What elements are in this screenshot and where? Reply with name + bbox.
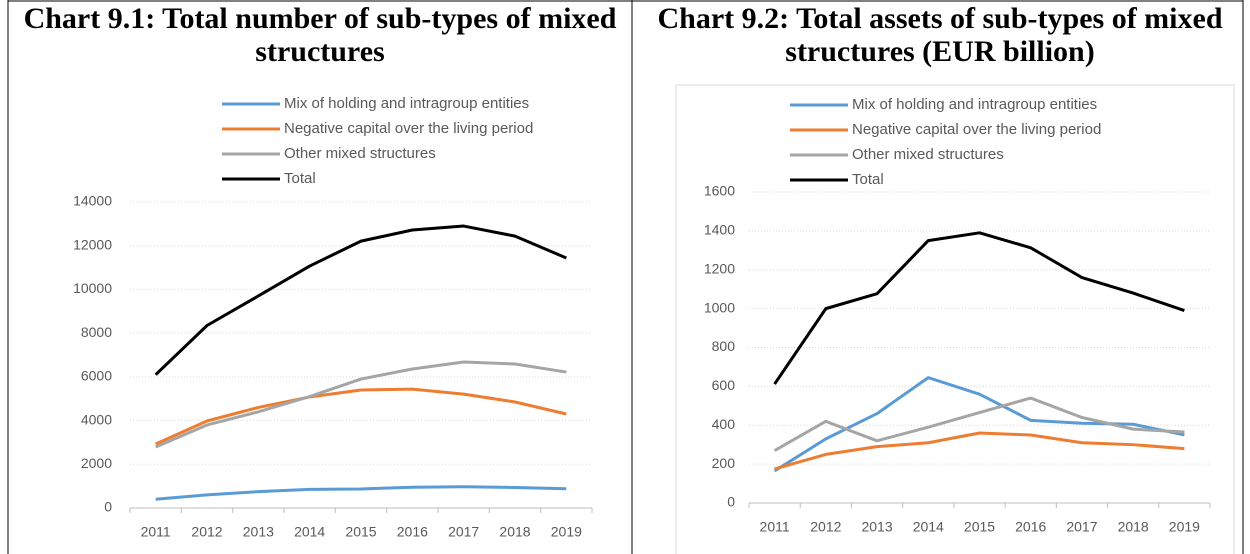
series-line <box>154 224 567 376</box>
x-tick-label: 2011 <box>141 524 171 540</box>
y-tick-label: 2000 <box>81 455 112 471</box>
series-line <box>155 387 567 446</box>
x-tick-label: 2016 <box>397 524 428 540</box>
y-tick-label: 1200 <box>704 260 735 276</box>
y-tick-label: 10000 <box>73 280 112 296</box>
x-tick-label: 2019 <box>551 524 582 540</box>
x-tick-label: 2017 <box>448 524 479 540</box>
series-line <box>774 431 1185 471</box>
x-tick-label: 2013 <box>243 524 274 540</box>
y-tick-label: 0 <box>104 499 112 515</box>
x-tick-label: 2012 <box>191 524 222 540</box>
y-tick-label: 400 <box>712 416 736 432</box>
y-tick-label: 8000 <box>81 324 112 340</box>
legend-label: Mix of holding and intragroup entities <box>284 95 529 112</box>
x-tick-label: 2015 <box>345 524 376 540</box>
series-line <box>773 396 1185 452</box>
legend-label: Negative capital over the living period <box>284 120 533 137</box>
chart-title: Chart 9.2: Total assets of sub-types of … <box>657 2 1223 68</box>
chart-title: Chart 9.1: Total number of sub-types of … <box>23 2 617 68</box>
x-tick-label: 2014 <box>294 524 325 540</box>
y-tick-label: 1400 <box>704 222 735 238</box>
y-tick-label: 14000 <box>73 193 112 209</box>
legend-label: Negative capital over the living period <box>852 121 1101 138</box>
series-line <box>773 231 1185 385</box>
x-tick-label: 2017 <box>1066 519 1097 535</box>
chart-border <box>675 84 1235 554</box>
x-tick-label: 2015 <box>964 519 995 535</box>
series-line <box>155 360 567 449</box>
x-tick-label: 2019 <box>1169 519 1200 535</box>
y-tick-label: 800 <box>712 338 736 354</box>
y-tick-label: 4000 <box>81 411 112 427</box>
legend-label: Other mixed structures <box>284 145 436 162</box>
x-tick-label: 2013 <box>861 519 892 535</box>
x-tick-label: 2018 <box>1118 519 1149 535</box>
y-tick-label: 6000 <box>81 368 112 384</box>
series-line <box>155 485 567 501</box>
y-tick-label: 600 <box>712 377 736 393</box>
legend-label: Other mixed structures <box>852 146 1004 163</box>
x-tick-label: 2016 <box>1015 519 1046 535</box>
y-tick-label: 1000 <box>704 299 735 315</box>
x-tick-label: 2011 <box>760 519 790 535</box>
y-tick-label: 0 <box>727 494 735 510</box>
x-tick-label: 2014 <box>913 519 944 535</box>
x-tick-label: 2018 <box>499 524 530 540</box>
y-tick-label: 200 <box>712 455 736 471</box>
y-tick-label: 12000 <box>73 236 112 252</box>
x-tick-label: 2012 <box>810 519 841 535</box>
legend-label: Mix of holding and intragroup entities <box>852 96 1097 113</box>
y-tick-label: 1600 <box>704 183 735 199</box>
legend-label: Total <box>284 170 316 187</box>
legend-label: Total <box>852 171 884 188</box>
